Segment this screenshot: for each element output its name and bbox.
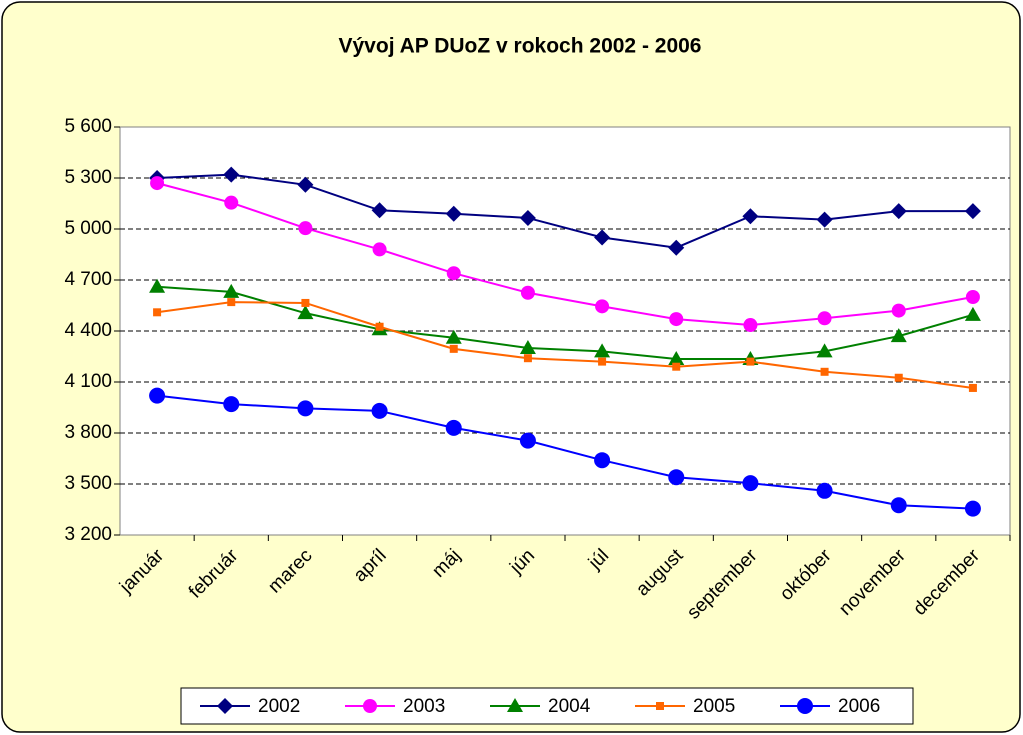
marker [372, 242, 387, 257]
marker [668, 469, 685, 486]
marker [890, 328, 907, 343]
marker [743, 318, 758, 333]
marker [668, 239, 685, 256]
y-tick-label: 5 000 [64, 218, 112, 239]
marker [519, 432, 536, 449]
marker [797, 698, 813, 714]
y-tick-label: 4 100 [64, 371, 112, 392]
chart-title: Vývoj AP DUoZ v rokoch 2002 - 2006 [339, 35, 702, 58]
marker [742, 208, 759, 225]
marker [820, 367, 829, 376]
marker [594, 229, 611, 246]
marker [297, 176, 314, 193]
marker [598, 357, 607, 366]
marker [507, 698, 523, 712]
y-tick-label: 3 500 [64, 473, 112, 494]
series-line [156, 182, 974, 327]
marker [672, 362, 681, 371]
marker [224, 195, 239, 210]
marker [297, 305, 314, 320]
marker [227, 298, 236, 307]
marker [519, 209, 536, 226]
marker [223, 283, 240, 298]
legend-label: 2006 [838, 696, 880, 717]
marker [594, 452, 611, 469]
marker [668, 351, 685, 366]
marker [371, 402, 388, 419]
y-tick-label: 4 400 [64, 320, 112, 341]
marker [445, 329, 462, 344]
marker [595, 299, 610, 314]
marker [217, 698, 233, 714]
marker [150, 176, 165, 191]
legend-label: 2003 [403, 696, 445, 717]
marker [964, 306, 981, 321]
legend-label: 2004 [548, 696, 591, 717]
marker [656, 702, 664, 710]
marker [816, 482, 833, 499]
marker [301, 298, 310, 307]
marker [449, 344, 458, 353]
marker [890, 497, 907, 514]
marker [223, 166, 240, 183]
marker [894, 373, 903, 382]
marker [746, 357, 755, 366]
marker [223, 396, 240, 413]
marker [153, 308, 162, 317]
series-line [156, 301, 974, 389]
y-tick-label: 3 800 [64, 422, 112, 443]
marker [520, 285, 535, 300]
marker [964, 203, 981, 220]
marker [298, 221, 313, 236]
marker [149, 278, 166, 293]
marker [816, 343, 833, 358]
marker [891, 303, 906, 318]
marker [669, 312, 684, 327]
marker [363, 699, 377, 713]
marker [594, 343, 611, 358]
marker [742, 475, 759, 492]
marker [446, 266, 461, 281]
series-line [157, 285, 974, 361]
marker [445, 419, 462, 436]
marker [890, 203, 907, 220]
y-tick-label: 3 200 [64, 524, 112, 545]
legend-label: 2005 [693, 696, 735, 717]
y-tick-label: 4 700 [64, 269, 112, 290]
marker [968, 383, 977, 392]
marker [965, 290, 980, 304]
marker [371, 202, 388, 219]
marker [149, 387, 166, 404]
marker [375, 322, 384, 331]
legend-label: 2002 [258, 696, 300, 717]
marker [964, 500, 981, 517]
marker [519, 340, 536, 354]
marker [816, 211, 833, 228]
marker [297, 400, 314, 417]
series-line [157, 173, 973, 249]
y-tick-label: 5 300 [64, 167, 112, 188]
y-tick-label: 5 600 [64, 116, 112, 137]
marker [817, 311, 832, 326]
series-line [156, 394, 973, 510]
marker [523, 354, 532, 363]
marker [445, 205, 462, 222]
